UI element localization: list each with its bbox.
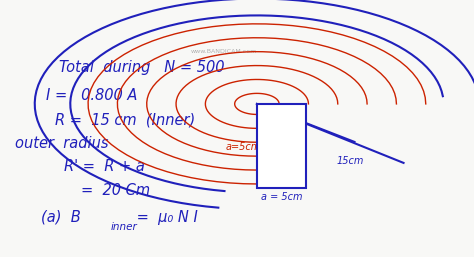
Text: (a)  B: (a) B xyxy=(41,210,81,225)
Text: R =  15 cm  (Inner): R = 15 cm (Inner) xyxy=(55,113,195,128)
Text: a = 5cm: a = 5cm xyxy=(261,192,303,202)
Text: =  μ₀ N I: = μ₀ N I xyxy=(132,210,198,225)
Text: a=5cm: a=5cm xyxy=(226,142,261,152)
Text: 15cm: 15cm xyxy=(337,156,364,166)
Text: inner: inner xyxy=(110,222,137,232)
Text: www.BANDICAM.com: www.BANDICAM.com xyxy=(191,49,257,54)
Bar xyxy=(257,104,306,188)
Text: =  20 Cm: = 20 Cm xyxy=(82,182,151,198)
Text: I =   0.800 A: I = 0.800 A xyxy=(46,88,137,103)
Text: Total  during   N = 500: Total during N = 500 xyxy=(59,60,225,75)
Text: outer  radius: outer radius xyxy=(15,136,108,151)
Text: R' =  R + a: R' = R + a xyxy=(64,159,145,174)
